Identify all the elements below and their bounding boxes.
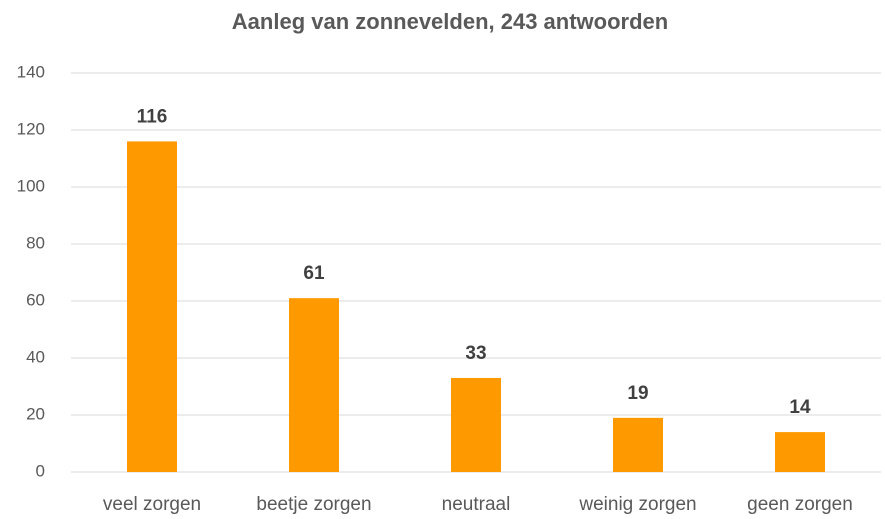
bar: [775, 432, 825, 472]
y-tick-label: 80: [26, 233, 45, 252]
y-tick-label: 60: [26, 290, 45, 309]
value-label: 116: [137, 106, 168, 127]
bar: [451, 377, 501, 472]
y-tick-label: 0: [36, 461, 45, 480]
y-tick-label: 100: [17, 176, 45, 195]
x-tick-label: veel zorgen: [103, 494, 201, 515]
value-label: 33: [465, 343, 486, 364]
value-label: 14: [789, 397, 811, 418]
bar: [613, 417, 663, 472]
x-tick-label: geen zorgen: [747, 494, 853, 515]
y-tick-label: 20: [26, 404, 45, 423]
x-tick-label: neutraal: [442, 494, 511, 515]
y-tick-label: 120: [17, 119, 45, 138]
bar: [127, 141, 177, 472]
chart-title: Aanleg van zonnevelden, 243 antwoorden: [232, 9, 668, 34]
y-tick-label: 140: [17, 62, 45, 81]
y-tick-label: 40: [26, 347, 45, 366]
value-label: 19: [627, 383, 648, 404]
x-tick-label: beetje zorgen: [256, 494, 371, 515]
bar: [289, 298, 339, 472]
value-label: 61: [303, 263, 325, 284]
x-tick-label: weinig zorgen: [578, 494, 696, 515]
